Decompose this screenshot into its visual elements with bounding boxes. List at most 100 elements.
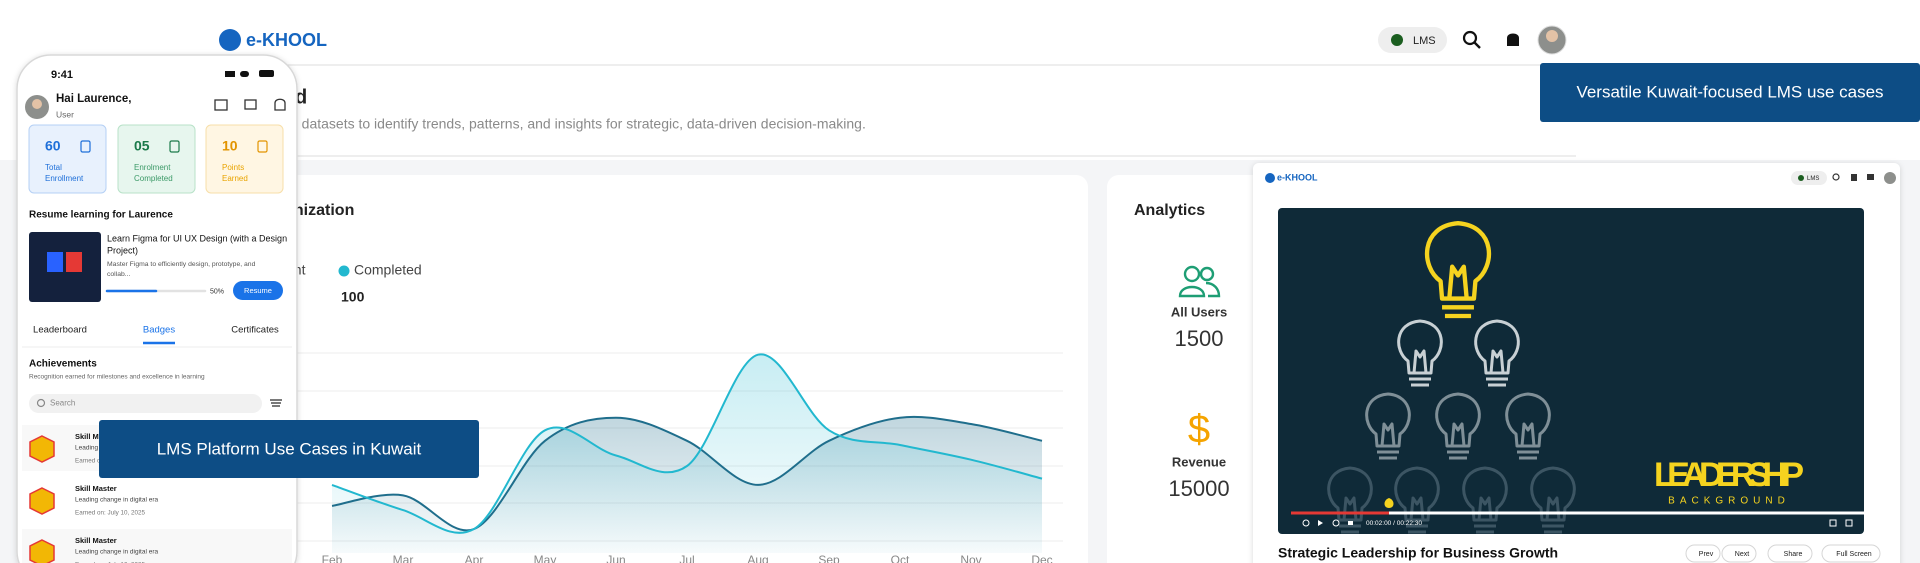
x-tick-label: Nov xyxy=(960,553,981,563)
achievement-row xyxy=(22,477,292,523)
resume-heading: Resume learning for Laurence xyxy=(29,210,173,221)
player-button[interactable] xyxy=(1721,544,1757,563)
course-description: Master Figma to efficiently design, prot… xyxy=(107,261,256,268)
cart-icon[interactable] xyxy=(244,99,257,110)
stat-card xyxy=(205,124,284,194)
search-icon xyxy=(36,398,46,408)
search-placeholder[interactable]: Search xyxy=(50,399,75,408)
stat-label: Points xyxy=(222,163,244,172)
page-subtitle: e datasets to identify trends, patterns,… xyxy=(290,116,866,132)
achievement-title: Skill Master xyxy=(75,536,117,545)
achievements-subtitle: Recognition earned for milestones and ex… xyxy=(29,374,205,381)
course-title: Project) xyxy=(107,245,138,255)
stat-label: Enrolment xyxy=(134,163,171,172)
phone-mockup: 9:41 Hai Laurence, User Resume learning … xyxy=(16,54,298,563)
stat-label: Enrollment xyxy=(45,174,84,183)
stat-label: All Users xyxy=(1171,304,1227,319)
callout-box xyxy=(99,420,479,478)
series-line xyxy=(331,353,1043,534)
callout-text: Versatile Kuwait-focused LMS use cases xyxy=(1576,82,1883,101)
x-tick-label: Dec xyxy=(1031,553,1052,563)
mockup-search[interactable] xyxy=(1832,173,1840,181)
logo-icon xyxy=(219,29,241,51)
mockup-lms-icon xyxy=(1798,175,1804,181)
users-icon xyxy=(1178,265,1221,298)
bell-icon[interactable] xyxy=(1507,33,1519,47)
lms-pill[interactable] xyxy=(1378,27,1447,53)
lms-icon xyxy=(1391,34,1403,46)
replay-button[interactable] xyxy=(1302,519,1310,527)
x-tick-label: May xyxy=(534,553,557,563)
mockup-lms-pill[interactable] xyxy=(1791,171,1827,185)
thumb-ui xyxy=(47,252,63,272)
video-headline: LEADERSHIP xyxy=(1654,456,1804,494)
x-tick-label: Jun xyxy=(606,553,625,563)
notification-icon[interactable] xyxy=(274,98,286,111)
mockup-bell[interactable] xyxy=(1851,174,1857,181)
achievement-row xyxy=(22,529,292,563)
tab[interactable]: Leaderboard xyxy=(33,325,87,336)
badge-icon xyxy=(29,539,55,563)
seek-marker xyxy=(1384,498,1394,508)
revenue-icon: $ xyxy=(1188,408,1210,452)
player-button[interactable] xyxy=(1767,544,1813,563)
achievement-title: Skill Master xyxy=(75,484,117,493)
mockup-lms-label[interactable]: LMS xyxy=(1807,176,1819,182)
play-button[interactable] xyxy=(1318,520,1323,526)
x-tick-label: Sep xyxy=(818,553,840,563)
player-button-label[interactable]: Full Screen xyxy=(1836,551,1872,558)
mockup-cart[interactable] xyxy=(1867,174,1874,180)
x-tick-label: Apr xyxy=(465,553,484,563)
series-line xyxy=(331,415,1043,532)
search-box[interactable] xyxy=(29,394,262,413)
status-time: 9:41 xyxy=(51,69,73,81)
stat-value: 15000 xyxy=(1168,476,1229,501)
stat-label: Total xyxy=(45,163,62,172)
stat-icon xyxy=(80,140,91,153)
user-role: User xyxy=(56,109,74,119)
volume-button[interactable] xyxy=(1348,521,1353,525)
analytics-title: Analytics xyxy=(1134,202,1205,219)
resume-button-label[interactable]: Resume xyxy=(244,286,272,295)
lms-label[interactable]: LMS xyxy=(1413,35,1436,47)
mockup-avatar[interactable] xyxy=(1884,172,1896,184)
tab[interactable]: Certificates xyxy=(231,325,279,336)
video-subline: BACKGROUND xyxy=(1668,496,1790,507)
achievement-date: Earned on: July 10, 2025 xyxy=(75,562,146,563)
player-button-label[interactable]: Next xyxy=(1735,551,1749,558)
badge-icon xyxy=(29,435,55,463)
stat-card xyxy=(28,124,107,194)
x-tick-label: Oct xyxy=(891,553,910,563)
player-button-label[interactable]: Share xyxy=(1784,551,1803,558)
player-button[interactable] xyxy=(1821,544,1881,563)
course-title: Learn Figma for UI UX Design (with a Des… xyxy=(107,233,287,243)
player-button-label[interactable]: Prev xyxy=(1699,551,1714,558)
search-icon[interactable] xyxy=(1462,30,1478,46)
tab[interactable]: Badges xyxy=(143,325,175,336)
x-tick-label: Aug xyxy=(747,553,768,563)
badge-icon xyxy=(29,487,55,515)
leaderboard-icon[interactable] xyxy=(214,99,228,111)
stat-card xyxy=(117,124,196,194)
settings-button[interactable] xyxy=(1829,519,1837,527)
player-button[interactable] xyxy=(1685,544,1721,563)
achievements-title: Achievements xyxy=(29,359,97,370)
callout-text: LMS Platform Use Cases in Kuwait xyxy=(157,439,422,458)
resume-button[interactable] xyxy=(233,281,283,300)
stat-value: 10 xyxy=(222,138,238,154)
stat-label: Revenue xyxy=(1172,454,1226,469)
stat-label: Completed xyxy=(134,174,173,183)
area xyxy=(332,354,1042,553)
video-title: Strategic Leadership for Business Growth xyxy=(1278,545,1558,561)
course-thumbnail[interactable] xyxy=(29,232,101,302)
forward-button[interactable] xyxy=(1332,519,1340,527)
fullscreen-button[interactable] xyxy=(1845,519,1853,527)
avatar-face xyxy=(1546,30,1558,42)
wifi-icon xyxy=(240,71,249,77)
greeting: Hai Laurence, xyxy=(56,93,131,105)
legend-dot xyxy=(338,265,350,277)
x-tick-label: Mar xyxy=(393,553,414,563)
legend-value: 100 xyxy=(341,289,365,305)
video[interactable] xyxy=(1278,208,1864,534)
